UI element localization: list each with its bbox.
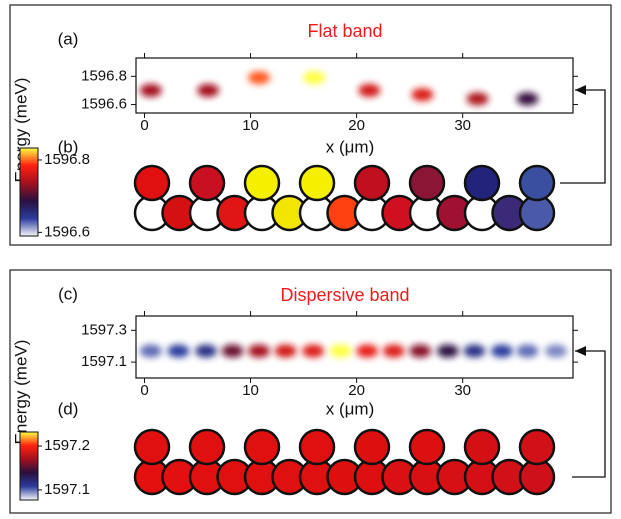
lattice-site	[520, 166, 554, 200]
intensity-spot	[197, 84, 219, 97]
lattice-site	[355, 430, 389, 464]
lattice-site	[190, 166, 224, 200]
x-tick-label: 30	[454, 382, 471, 399]
intensity-spot	[275, 344, 297, 357]
lattice-site	[300, 166, 334, 200]
panel-label: (d)	[58, 399, 79, 418]
chart-title: Dispersive band	[280, 285, 409, 305]
lattice-site	[410, 166, 444, 200]
intensity-spot	[140, 344, 162, 357]
colorbar-tick-label: 1597.1	[44, 481, 90, 498]
intensity-spot	[516, 344, 538, 357]
panel-label: (c)	[58, 284, 78, 303]
lattice-site	[300, 430, 334, 464]
colorbar-tick-label: 1597.2	[44, 437, 90, 454]
x-tick-label: 0	[140, 382, 148, 399]
y-tick-label: 1597.3	[81, 321, 127, 338]
chart-title: Flat band	[307, 21, 382, 41]
x-tick-label: 20	[348, 382, 365, 399]
lattice-site	[520, 430, 554, 464]
connector	[572, 351, 605, 477]
intensity-spot	[545, 344, 567, 357]
intensity-spot	[356, 344, 378, 357]
arrowhead	[575, 85, 586, 95]
y-tick-label: 1596.6	[81, 96, 127, 113]
intensity-spot	[140, 84, 162, 97]
intensity-spot	[358, 84, 380, 97]
panel-label: (b)	[58, 137, 79, 156]
lattice-site	[355, 166, 389, 200]
x-tick-label: 0	[140, 117, 148, 134]
lattice-site	[135, 166, 169, 200]
lattice-site	[465, 430, 499, 464]
x-tick-label: 30	[454, 117, 471, 134]
intensity-spot	[330, 344, 352, 357]
intensity-spot	[303, 71, 325, 84]
lattice-site	[410, 430, 444, 464]
intensity-spot	[195, 344, 217, 357]
colorbar	[20, 432, 38, 500]
lattice-site	[190, 430, 224, 464]
x-tick-label: 10	[242, 117, 259, 134]
intensity-spot	[222, 344, 244, 357]
intensity-spot	[302, 344, 324, 357]
intensity-spot	[248, 71, 270, 84]
x-tick-label: 20	[348, 117, 365, 134]
intensity-spot	[463, 344, 485, 357]
intensity-spot	[491, 344, 513, 357]
colorbar-tick-label: 1596.6	[44, 223, 90, 240]
arrowhead	[575, 346, 586, 356]
x-axis-label: x (μm)	[326, 137, 375, 156]
y-tick-label: 1596.8	[81, 67, 127, 84]
lattice-site	[135, 430, 169, 464]
colorbar	[20, 148, 38, 236]
lattice-site	[245, 166, 279, 200]
intensity-spot	[409, 344, 431, 357]
lattice-site	[465, 166, 499, 200]
x-axis-label: x (μm)	[326, 399, 375, 418]
intensity-spot	[248, 344, 270, 357]
intensity-spot	[411, 88, 433, 101]
intensity-spot	[167, 344, 189, 357]
y-axis-label: Energy (meV)	[11, 340, 30, 445]
x-tick-label: 10	[242, 382, 259, 399]
intensity-spot	[516, 92, 538, 105]
lattice-site	[245, 430, 279, 464]
intensity-spot	[437, 344, 459, 357]
panel-label: (a)	[58, 29, 79, 48]
figure: 0 10 20 30 1596.6 1596.8 (a) Flat band x (μm) Ene…	[0, 0, 621, 519]
intensity-spot	[467, 92, 489, 105]
intensity-spot	[383, 344, 405, 357]
y-tick-label: 1597.1	[81, 353, 127, 370]
